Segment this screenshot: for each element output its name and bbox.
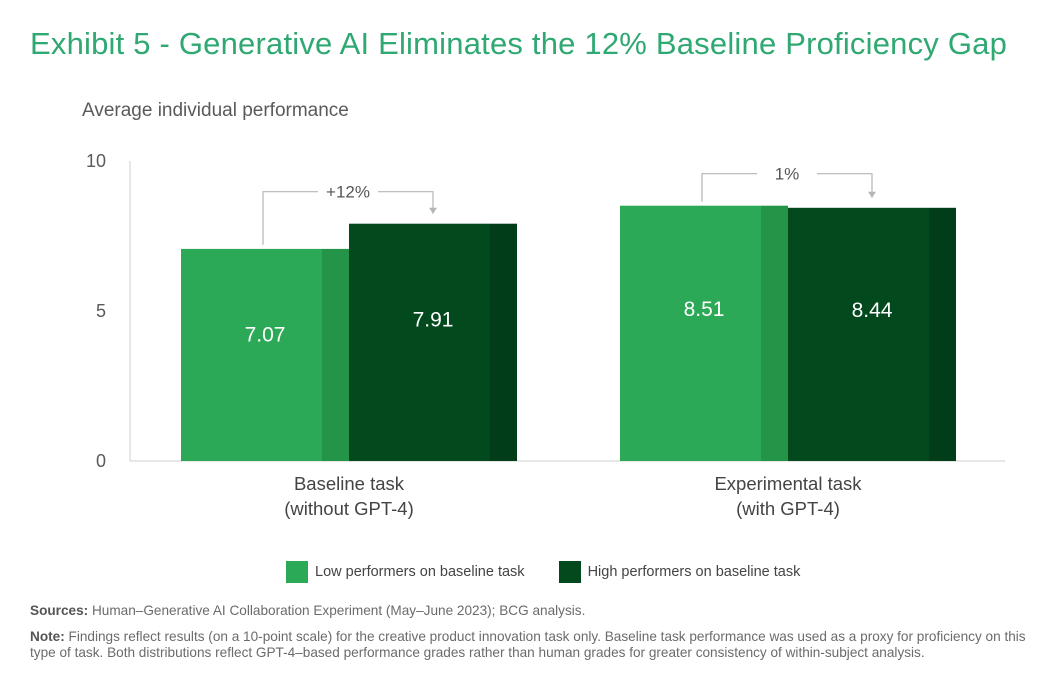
legend-label-low: Low performers on baseline task bbox=[315, 564, 525, 580]
bar-1-0 bbox=[620, 205, 761, 461]
category-label-0-1: (without GPT-4) bbox=[284, 498, 414, 519]
note-text: Findings reflect results (on a 10-point … bbox=[30, 629, 1026, 660]
bar-chart: 0 5 10 7.07 7.91 Baseline task (without GPT-4)… bbox=[86, 151, 1005, 519]
value-label-1-1: 8.44 bbox=[852, 299, 893, 322]
y-tick-label-0: 0 bbox=[96, 451, 106, 471]
category-label-1-0: Experimental task bbox=[714, 473, 862, 494]
value-label-0-0: 7.07 bbox=[245, 324, 286, 347]
legend-swatch-high bbox=[558, 561, 581, 583]
legend-swatch-low bbox=[286, 561, 308, 583]
gap-arrow-1 bbox=[868, 191, 876, 198]
sources-text: Human–Generative AI Collaboration Experi… bbox=[88, 603, 586, 618]
note-label: Note: bbox=[30, 629, 65, 644]
sources-label: Sources: bbox=[30, 603, 89, 618]
gap-annotation-1: 1% bbox=[775, 165, 800, 184]
category-label-0-0: Baseline task bbox=[294, 473, 405, 494]
y-axis-label: Average individual performance bbox=[82, 100, 349, 121]
value-label-1-0: 8.51 bbox=[684, 298, 725, 321]
legend-item-high: High performers on baseline task bbox=[558, 561, 801, 583]
gap-bracket-left-1 bbox=[701, 173, 757, 202]
y-tick-label-2: 10 bbox=[86, 151, 106, 171]
bar-shade-1-0 bbox=[761, 205, 788, 461]
gap-bracket-right-1 bbox=[817, 173, 873, 198]
gap-annotation-0: +12% bbox=[326, 183, 370, 202]
method-note: Note: Findings reflect results (on a 10-… bbox=[30, 629, 1040, 661]
bar-shade-1-1 bbox=[929, 207, 956, 461]
y-tick-label-1: 5 bbox=[96, 301, 106, 321]
bar-0-1 bbox=[349, 223, 490, 461]
bar-1-1 bbox=[788, 207, 929, 461]
bar-0-0 bbox=[181, 248, 322, 461]
chart-title: Exhibit 5 - Generative AI Eliminates the… bbox=[30, 26, 1008, 61]
bar-shade-0-1 bbox=[490, 223, 517, 461]
gap-bracket-left-0 bbox=[262, 191, 318, 245]
gap-bracket-right-0 bbox=[378, 191, 434, 214]
legend: Low performers on baseline task High per… bbox=[286, 561, 800, 583]
bar-shade-0-0 bbox=[322, 248, 349, 461]
category-label-1-1: (with GPT-4) bbox=[736, 498, 840, 519]
legend-label-high: High performers on baseline task bbox=[587, 564, 801, 580]
value-label-0-1: 7.91 bbox=[413, 309, 454, 332]
legend-item-low: Low performers on baseline task bbox=[286, 561, 525, 583]
footnotes: Sources: Human–Generative AI Collaborati… bbox=[30, 603, 1040, 671]
sources-note: Sources: Human–Generative AI Collaborati… bbox=[30, 603, 1040, 619]
gap-arrow-0 bbox=[429, 207, 437, 214]
